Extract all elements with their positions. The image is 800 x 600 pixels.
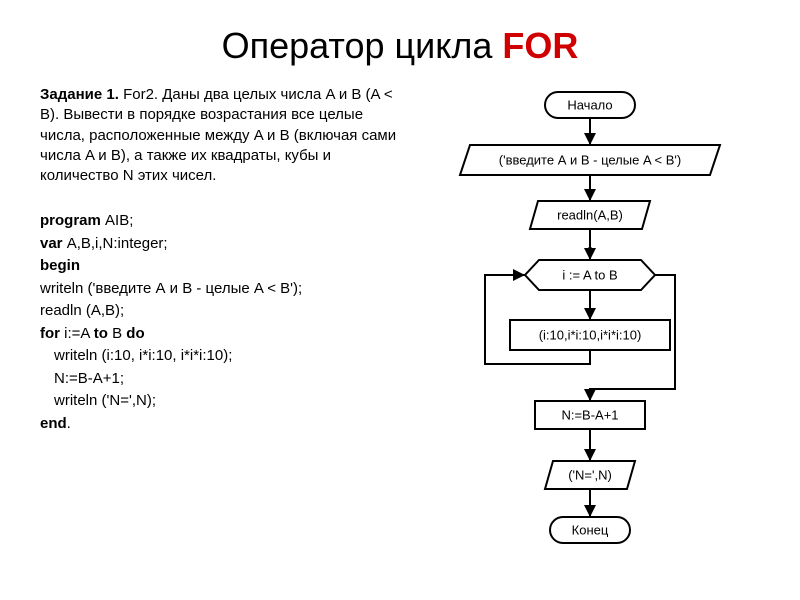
code-block: program AIB; var A,B,i,N:integer; begin …	[40, 210, 410, 435]
task-label: Задание 1.	[40, 86, 119, 103]
flowchart-svg: Начало ('введите А и В - целые A < B') rea…	[420, 85, 760, 565]
code-line-4: writeln ('введите А и В - целые A < B');	[40, 278, 410, 301]
svg-text:('введите А и В - целые A < B': ('введите А и В - целые A < B')	[499, 153, 681, 168]
flowchart-column: Начало ('введите А и В - целые A < B') rea…	[420, 85, 760, 565]
svg-text:readln(A,B): readln(A,B)	[557, 208, 623, 223]
svg-text:(i:10,i*i:10,i*i*i:10): (i:10,i*i:10,i*i*i:10)	[539, 328, 642, 343]
code-line-6: for i:=A to B do	[40, 323, 410, 346]
code-line-8: N:=B-A+1;	[40, 368, 410, 391]
code-line-3: begin	[40, 255, 410, 278]
svg-text:Начало: Начало	[567, 98, 612, 113]
title-red: FOR	[502, 25, 578, 66]
title-black: Оператор цикла	[222, 25, 503, 66]
code-line-10: end.	[40, 413, 410, 436]
slide-title: Оператор цикла FOR	[40, 25, 760, 67]
code-line-1: program AIB;	[40, 210, 410, 233]
code-line-9: writeln ('N=',N);	[40, 390, 410, 413]
left-column: Задание 1. For2. Даны два целых числа A …	[40, 85, 410, 565]
code-line-7: writeln (i:10, i*i:10, i*i*i:10);	[40, 345, 410, 368]
svg-text:Конец: Конец	[572, 523, 609, 538]
task-block: Задание 1. For2. Даны два целых числа A …	[40, 85, 410, 186]
svg-text:i := A to B: i := A to B	[562, 268, 617, 283]
svg-text:N:=B-A+1: N:=B-A+1	[561, 408, 618, 423]
code-line-2: var A,B,i,N:integer;	[40, 233, 410, 256]
svg-text:('N=',N): ('N=',N)	[568, 468, 612, 483]
code-line-5: readln (A,B);	[40, 300, 410, 323]
